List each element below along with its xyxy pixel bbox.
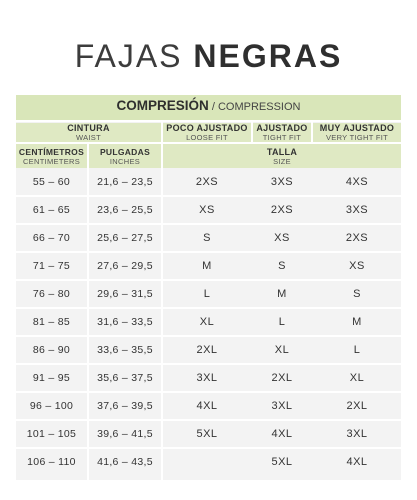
cm-cell: 71 – 75: [32, 260, 71, 272]
inches-heading: PULGADAS: [99, 147, 151, 157]
loose-size-cell: XS: [199, 204, 215, 216]
divider-band-2: [16, 142, 401, 144]
row-divider: [16, 419, 401, 421]
compression-es: COMPRESIÓN: [116, 98, 209, 113]
inches-cell: 37,6 – 39,5: [97, 400, 153, 412]
title-light: FAJAS: [74, 38, 183, 74]
size-subheading: SIZE: [273, 157, 291, 166]
loose-size-cell: 5XL: [196, 428, 218, 440]
cm-cell: 91 – 95: [32, 372, 71, 384]
waist-heading: CINTURA: [67, 123, 110, 133]
compression-en: COMPRESSION: [217, 101, 301, 113]
tight-size-cell: 3XL: [271, 400, 293, 412]
loose-size-cell: 4XL: [196, 400, 218, 412]
tight-size-cell: 2XL: [271, 372, 293, 384]
very-tight-size-cell: 4XL: [346, 456, 368, 468]
fit-header-band: [16, 123, 401, 142]
tight-fit-subheading: TIGHT FIT: [262, 133, 302, 142]
loose-size-cell: 3XL: [196, 372, 218, 384]
very-tight-fit-subheading: VERY TIGHT FIT: [326, 133, 388, 142]
compression-sep: /: [208, 101, 218, 113]
tight-size-cell: L: [278, 316, 286, 328]
very-tight-size-cell: 3XL: [346, 428, 368, 440]
loose-size-cell: L: [203, 288, 211, 300]
page-title: FAJAS NEGRAS: [0, 38, 417, 75]
very-tight-size-cell: L: [353, 344, 361, 356]
cm-cell: 101 – 105: [26, 428, 77, 440]
divider-cm: [87, 144, 89, 480]
row-divider: [16, 447, 401, 449]
cm-cell: 76 – 80: [32, 288, 71, 300]
tight-size-cell: 2XS: [270, 204, 294, 216]
tight-fit-heading: AJUSTADO: [256, 123, 308, 133]
very-tight-size-cell: S: [353, 288, 361, 300]
inches-cell: 39,6 – 41,5: [97, 428, 153, 440]
title-bold: NEGRAS: [193, 38, 343, 74]
tight-size-cell: 4XL: [271, 428, 293, 440]
loose-size-cell: 2XS: [195, 176, 219, 188]
inches-cell: 41,6 – 43,5: [97, 456, 153, 468]
inches-cell: 35,6 – 37,5: [97, 372, 153, 384]
size-heading: TALLA: [266, 147, 298, 157]
very-tight-size-cell: M: [352, 316, 362, 328]
row-divider: [16, 391, 401, 393]
row-divider: [16, 195, 401, 197]
row-divider: [16, 307, 401, 309]
compression-band: [16, 95, 401, 120]
very-tight-size-cell: 3XS: [345, 204, 369, 216]
inches-cell: 31,6 – 33,5: [97, 316, 153, 328]
loose-size-cell: S: [203, 232, 211, 244]
tight-size-cell: XS: [274, 232, 290, 244]
loose-fit-heading: POCO AJUSTADO: [166, 123, 248, 133]
inches-cell: 21,6 – 23,5: [97, 176, 153, 188]
very-tight-size-cell: XL: [349, 372, 365, 384]
very-tight-size-cell: 2XS: [345, 232, 369, 244]
tight-size-cell: XL: [274, 344, 290, 356]
loose-size-cell: XL: [199, 316, 215, 328]
inches-cell: 25,6 – 27,5: [97, 232, 153, 244]
cm-cell: 96 – 100: [29, 400, 74, 412]
waist-subheading: WAIST: [76, 133, 101, 142]
inches-cell: 33,6 – 35,5: [97, 344, 153, 356]
very-tight-size-cell: 2XL: [346, 400, 368, 412]
compression-heading: COMPRESIÓN / COMPRESSION: [16, 98, 401, 113]
row-divider: [16, 279, 401, 281]
inches-cell: 29,6 – 31,5: [97, 288, 153, 300]
tight-size-cell: 3XS: [270, 176, 294, 188]
divider-tight: [311, 122, 313, 144]
row-divider: [16, 363, 401, 365]
cm-cell: 61 – 65: [32, 204, 71, 216]
loose-size-cell: M: [202, 260, 212, 272]
row-divider: [16, 251, 401, 253]
divider-band-1: [16, 120, 401, 122]
cm-heading: CENTÍMETROS: [18, 147, 85, 157]
tight-size-cell: M: [277, 288, 287, 300]
inches-cell: 23,6 – 25,5: [97, 204, 153, 216]
loose-fit-subheading: LOOSE FIT: [186, 133, 228, 142]
row-divider: [16, 223, 401, 225]
cm-subheading: CENTIMETERS: [22, 157, 81, 166]
divider-waist: [161, 122, 163, 480]
tight-size-cell: 5XL: [271, 456, 293, 468]
cm-cell: 55 – 60: [32, 176, 71, 188]
inches-subheading: INCHES: [109, 157, 141, 166]
very-tight-fit-heading: MUY AJUSTADO: [319, 123, 395, 133]
cm-cell: 81 – 85: [32, 316, 71, 328]
tight-size-cell: S: [278, 260, 286, 272]
size-chart: COMPRESIÓN / COMPRESSION CINTURA WAIST P…: [16, 95, 401, 480]
unit-header-band: [16, 144, 401, 168]
cm-cell: 86 – 90: [32, 344, 71, 356]
cm-cell: 106 – 110: [27, 456, 76, 468]
inches-cell: 27,6 – 29,5: [97, 260, 153, 272]
loose-size-cell: 2XL: [196, 344, 218, 356]
row-divider: [16, 335, 401, 337]
very-tight-size-cell: XS: [349, 260, 365, 272]
divider-loose: [251, 122, 253, 144]
cm-cell: 66 – 70: [32, 232, 71, 244]
very-tight-size-cell: 4XS: [345, 176, 369, 188]
